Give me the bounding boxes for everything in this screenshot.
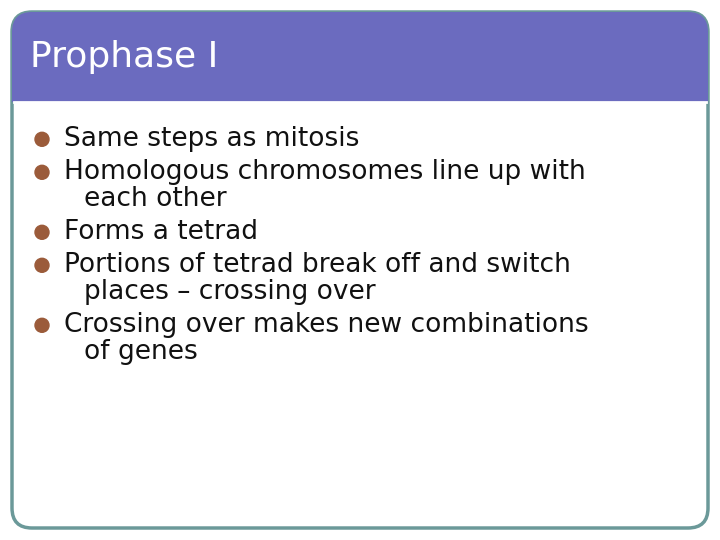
FancyBboxPatch shape [12, 12, 708, 102]
FancyBboxPatch shape [12, 12, 708, 528]
Text: places – crossing over: places – crossing over [84, 279, 376, 305]
Text: Crossing over makes new combinations: Crossing over makes new combinations [64, 312, 589, 338]
Circle shape [35, 165, 49, 179]
Text: Prophase I: Prophase I [30, 40, 218, 74]
Circle shape [35, 225, 49, 239]
Text: Portions of tetrad break off and switch: Portions of tetrad break off and switch [64, 252, 571, 278]
Text: Forms a tetrad: Forms a tetrad [64, 219, 258, 245]
Text: of genes: of genes [84, 339, 198, 365]
Circle shape [35, 132, 49, 146]
Bar [12, 82, 708, 102]
Text: Homologous chromosomes line up with: Homologous chromosomes line up with [64, 159, 586, 185]
Circle shape [35, 318, 49, 332]
Text: each other: each other [84, 186, 227, 212]
Circle shape [35, 258, 49, 272]
Text: Same steps as mitosis: Same steps as mitosis [64, 126, 359, 152]
